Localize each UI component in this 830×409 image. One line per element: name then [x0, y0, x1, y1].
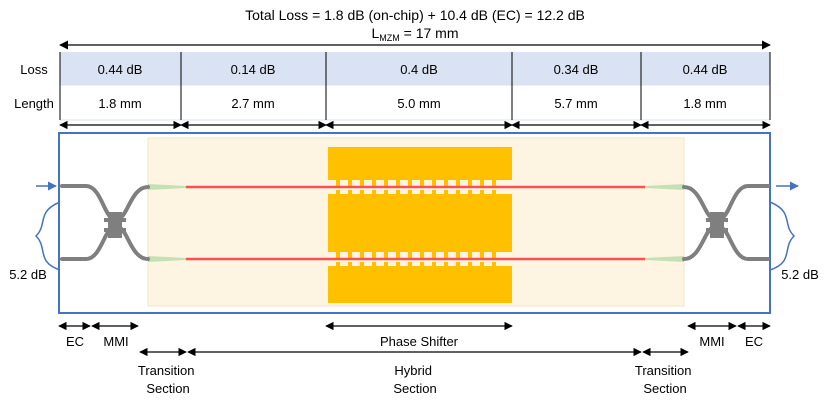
- right-coupling-loss: 5.2 dB: [781, 267, 819, 282]
- left-coupling-loss: 5.2 dB: [9, 267, 47, 282]
- label-mmi-right: MMI: [699, 334, 724, 349]
- loss-length-table: Loss Length 0.44 dB 0.14 dB 0.4 dB 0.34 …: [14, 52, 771, 121]
- transition-tapers: [148, 184, 684, 262]
- label-transition-right: Transition Section: [635, 363, 695, 396]
- length-cell: 1.8 mm: [683, 96, 726, 111]
- length-cell: 5.0 mm: [397, 96, 440, 111]
- loss-cell: 0.34 dB: [554, 62, 599, 77]
- length-cell: 5.7 mm: [554, 96, 597, 111]
- phase-shifter-electrode: [328, 147, 512, 303]
- loss-cell: 0.44 dB: [98, 62, 143, 77]
- loss-row-background: [60, 52, 770, 86]
- length-row-background: [60, 86, 770, 120]
- loss-cell: 0.4 dB: [400, 62, 438, 77]
- label-mmi-left: MMI: [103, 334, 128, 349]
- length-cell: 2.7 mm: [231, 96, 274, 111]
- right-mmi-block: [710, 212, 724, 238]
- label-ec-right: EC: [745, 334, 763, 349]
- label-ec-left: EC: [66, 334, 84, 349]
- mzm-length-label: LMZM = 17 mm: [371, 25, 458, 43]
- length-cell: 1.8 mm: [98, 96, 141, 111]
- label-hybrid-section: Hybrid Section: [393, 363, 436, 396]
- label-phase-shifter: Phase Shifter: [380, 334, 459, 349]
- row-label-loss: Loss: [20, 62, 48, 77]
- total-loss-title: Total Loss = 1.8 dB (on-chip) + 10.4 dB …: [245, 7, 585, 23]
- row-label-length: Length: [14, 96, 54, 111]
- loss-cell: 0.44 dB: [683, 62, 728, 77]
- left-coupling-brace: [34, 201, 61, 271]
- label-transition-left: Transition Section: [138, 363, 198, 396]
- loss-cell: 0.14 dB: [231, 62, 276, 77]
- right-coupling-brace: [769, 201, 796, 271]
- left-mmi-block: [108, 212, 122, 238]
